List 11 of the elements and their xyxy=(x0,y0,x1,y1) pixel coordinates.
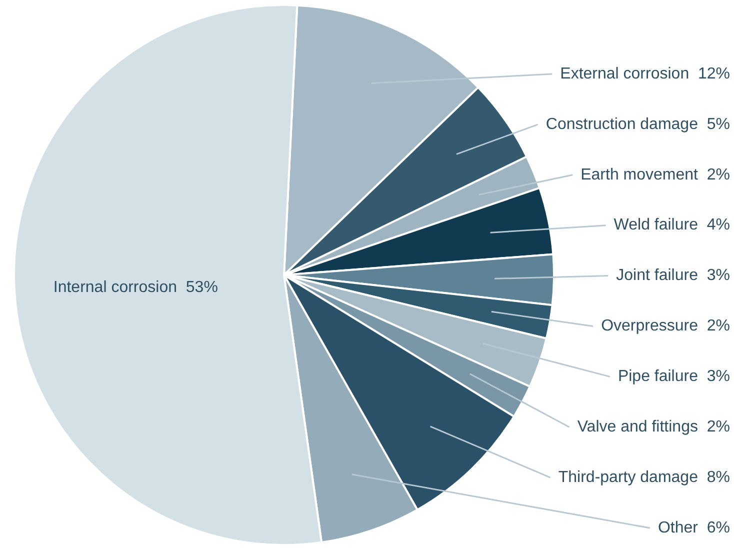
slice-label: External corrosion 12% xyxy=(560,65,730,82)
slice-label: Internal corrosion 53% xyxy=(53,279,218,296)
slice-label: Earth movement 2% xyxy=(580,166,730,184)
slice-label: Third-party damage 8% xyxy=(558,468,730,486)
slice-label: Other 6% xyxy=(658,519,730,536)
slice-label: Construction damage 5% xyxy=(546,116,730,133)
slice-label: Joint failure 3% xyxy=(616,267,730,284)
slice-label: Pipe failure 3% xyxy=(618,368,730,386)
slice-label: Overpressure 2% xyxy=(601,318,730,335)
slice-label: Valve and fittings 2% xyxy=(577,418,730,436)
slice-label: Weld failure 4% xyxy=(614,216,730,234)
